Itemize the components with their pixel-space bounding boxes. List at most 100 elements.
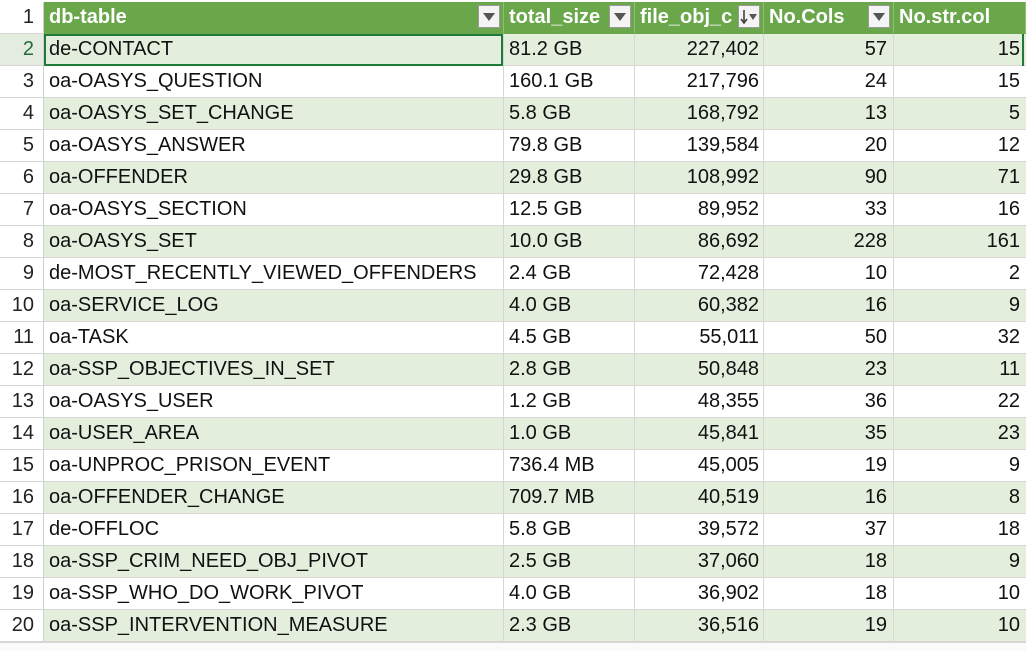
cell-total-size[interactable]: 1.0 GB: [504, 418, 635, 450]
cell-file-obj-count[interactable]: 72,428: [635, 258, 764, 290]
cell-no-str-cols[interactable]: 10: [894, 610, 1026, 642]
cell-no-str-cols[interactable]: 15: [894, 34, 1026, 66]
row-number[interactable]: 20: [0, 610, 44, 642]
row-number[interactable]: 16: [0, 482, 44, 514]
cell-total-size[interactable]: 2.5 GB: [504, 546, 635, 578]
cell-db-table[interactable]: de-CONTACT: [44, 34, 504, 66]
cell-no-str-cols[interactable]: 12: [894, 130, 1026, 162]
cell-no-str-cols[interactable]: 161: [894, 226, 1026, 258]
cell-total-size[interactable]: 2.4 GB: [504, 258, 635, 290]
cell-no-cols[interactable]: 50: [764, 322, 894, 354]
cell-no-cols[interactable]: 57: [764, 34, 894, 66]
filter-dropdown-icon[interactable]: [868, 5, 890, 28]
cell-no-cols[interactable]: 19: [764, 450, 894, 482]
cell-file-obj-count[interactable]: 60,382: [635, 290, 764, 322]
column-header-total-size[interactable]: total_size: [504, 2, 635, 34]
cell-total-size[interactable]: 5.8 GB: [504, 514, 635, 546]
cell-total-size[interactable]: 4.0 GB: [504, 290, 635, 322]
cell-no-cols[interactable]: 16: [764, 290, 894, 322]
cell-db-table[interactable]: oa-UNPROC_PRISON_EVENT: [44, 450, 504, 482]
cell-no-cols[interactable]: 19: [764, 610, 894, 642]
cell-no-cols[interactable]: 33: [764, 194, 894, 226]
cell-no-cols[interactable]: 13: [764, 98, 894, 130]
row-number[interactable]: 1: [0, 2, 44, 34]
cell-no-cols[interactable]: 36: [764, 386, 894, 418]
cell-db-table[interactable]: oa-SSP_INTERVENTION_MEASURE: [44, 610, 504, 642]
cell-total-size[interactable]: 709.7 MB: [504, 482, 635, 514]
cell-file-obj-count[interactable]: 139,584: [635, 130, 764, 162]
cell-no-cols[interactable]: 16: [764, 482, 894, 514]
cell-total-size[interactable]: 4.5 GB: [504, 322, 635, 354]
row-number[interactable]: 8: [0, 226, 44, 258]
row-number[interactable]: 17: [0, 514, 44, 546]
row-number[interactable]: 13: [0, 386, 44, 418]
cell-no-str-cols[interactable]: 11: [894, 354, 1026, 386]
cell-total-size[interactable]: 10.0 GB: [504, 226, 635, 258]
cell-db-table[interactable]: oa-SERVICE_LOG: [44, 290, 504, 322]
sort-descending-filter-icon[interactable]: [738, 5, 760, 28]
cell-no-str-cols[interactable]: 18: [894, 514, 1026, 546]
cell-file-obj-count[interactable]: 48,355: [635, 386, 764, 418]
cell-db-table[interactable]: de-OFFLOC: [44, 514, 504, 546]
cell-total-size[interactable]: 1.2 GB: [504, 386, 635, 418]
column-header-file-obj-count[interactable]: file_obj_c: [635, 2, 764, 34]
cell-db-table[interactable]: de-MOST_RECENTLY_VIEWED_OFFENDERS: [44, 258, 504, 290]
row-number[interactable]: 19: [0, 578, 44, 610]
cell-file-obj-count[interactable]: 50,848: [635, 354, 764, 386]
cell-file-obj-count[interactable]: 168,792: [635, 98, 764, 130]
row-number[interactable]: 15: [0, 450, 44, 482]
cell-no-cols[interactable]: 228: [764, 226, 894, 258]
cell-no-str-cols[interactable]: 15: [894, 66, 1026, 98]
cell-no-cols[interactable]: 18: [764, 578, 894, 610]
cell-db-table[interactable]: oa-OASYS_SET_CHANGE: [44, 98, 504, 130]
cell-no-str-cols[interactable]: 5: [894, 98, 1026, 130]
cell-no-str-cols[interactable]: 71: [894, 162, 1026, 194]
row-number[interactable]: 3: [0, 66, 44, 98]
cell-no-str-cols[interactable]: 9: [894, 450, 1026, 482]
cell-no-cols[interactable]: 18: [764, 546, 894, 578]
cell-no-cols[interactable]: 90: [764, 162, 894, 194]
cell-total-size[interactable]: 160.1 GB: [504, 66, 635, 98]
column-header-no-str-cols[interactable]: No.str.col: [894, 2, 1026, 34]
cell-total-size[interactable]: 81.2 GB: [504, 34, 635, 66]
row-number[interactable]: 18: [0, 546, 44, 578]
cell-no-str-cols[interactable]: 9: [894, 290, 1026, 322]
filter-dropdown-icon[interactable]: [478, 5, 500, 28]
row-number[interactable]: 6: [0, 162, 44, 194]
cell-file-obj-count[interactable]: 36,516: [635, 610, 764, 642]
cell-db-table[interactable]: oa-SSP_WHO_DO_WORK_PIVOT: [44, 578, 504, 610]
cell-total-size[interactable]: 5.8 GB: [504, 98, 635, 130]
column-header-no-cols[interactable]: No.Cols: [764, 2, 894, 34]
cell-total-size[interactable]: 2.3 GB: [504, 610, 635, 642]
cell-db-table[interactable]: oa-TASK: [44, 322, 504, 354]
cell-no-str-cols[interactable]: 23: [894, 418, 1026, 450]
cell-db-table[interactable]: oa-SSP_OBJECTIVES_IN_SET: [44, 354, 504, 386]
cell-no-str-cols[interactable]: 10: [894, 578, 1026, 610]
cell-file-obj-count[interactable]: 37,060: [635, 546, 764, 578]
cell-db-table[interactable]: oa-OASYS_SET: [44, 226, 504, 258]
cell-total-size[interactable]: 12.5 GB: [504, 194, 635, 226]
cell-no-cols[interactable]: 35: [764, 418, 894, 450]
cell-file-obj-count[interactable]: 39,572: [635, 514, 764, 546]
cell-file-obj-count[interactable]: 45,841: [635, 418, 764, 450]
cell-file-obj-count[interactable]: 86,692: [635, 226, 764, 258]
cell-no-cols[interactable]: 10: [764, 258, 894, 290]
cell-no-cols[interactable]: 23: [764, 354, 894, 386]
cell-file-obj-count[interactable]: 89,952: [635, 194, 764, 226]
row-number[interactable]: 7: [0, 194, 44, 226]
cell-db-table[interactable]: oa-OFFENDER_CHANGE: [44, 482, 504, 514]
row-number[interactable]: 14: [0, 418, 44, 450]
cell-file-obj-count[interactable]: 227,402: [635, 34, 764, 66]
cell-no-cols[interactable]: 24: [764, 66, 894, 98]
cell-no-str-cols[interactable]: 16: [894, 194, 1026, 226]
cell-no-str-cols[interactable]: 32: [894, 322, 1026, 354]
cell-file-obj-count[interactable]: 108,992: [635, 162, 764, 194]
cell-db-table[interactable]: oa-OASYS_SECTION: [44, 194, 504, 226]
cell-db-table[interactable]: oa-SSP_CRIM_NEED_OBJ_PIVOT: [44, 546, 504, 578]
row-number[interactable]: 12: [0, 354, 44, 386]
cell-file-obj-count[interactable]: 36,902: [635, 578, 764, 610]
row-number[interactable]: 4: [0, 98, 44, 130]
cell-file-obj-count[interactable]: 45,005: [635, 450, 764, 482]
cell-total-size[interactable]: 79.8 GB: [504, 130, 635, 162]
cell-file-obj-count[interactable]: 55,011: [635, 322, 764, 354]
